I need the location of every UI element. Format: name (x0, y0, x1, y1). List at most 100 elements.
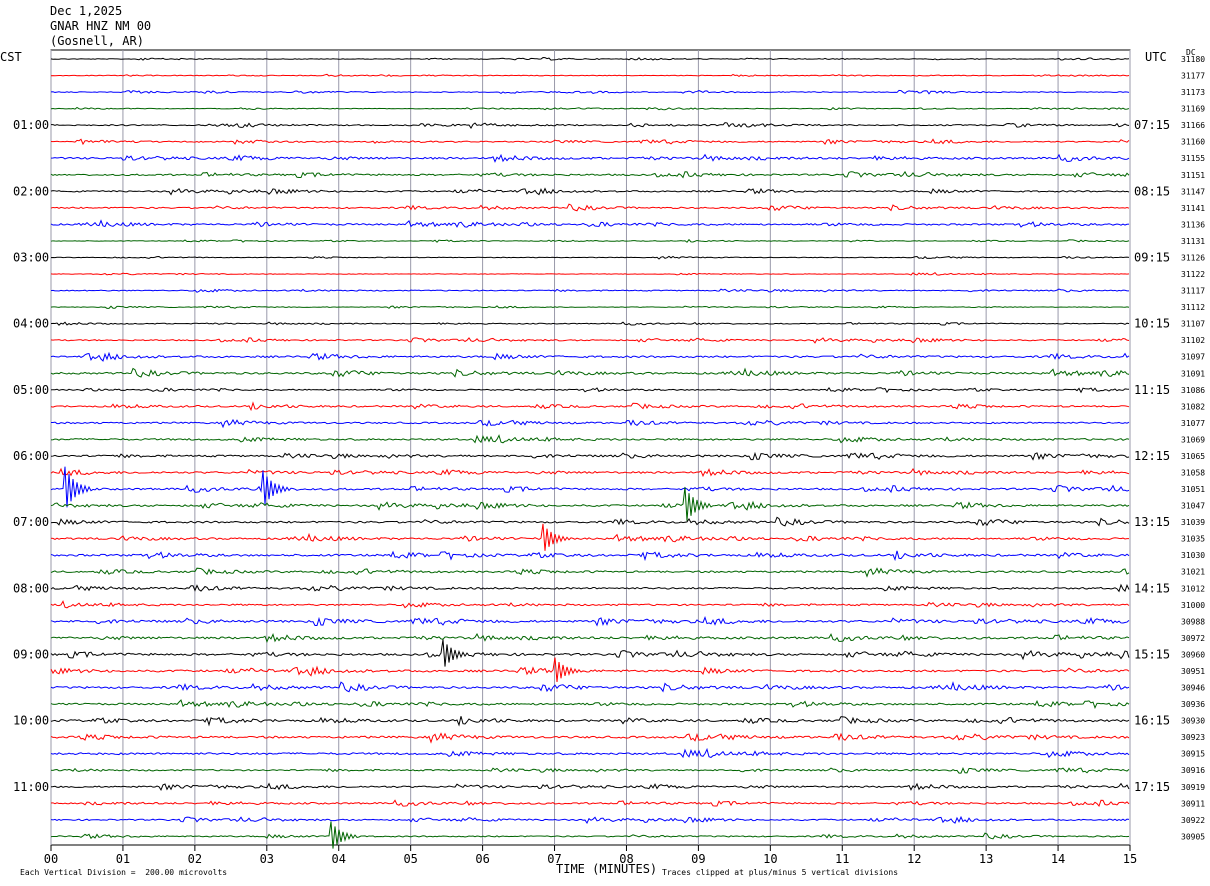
dc-offset-label: 30922 (1181, 816, 1205, 825)
trace-line (50, 600, 1130, 609)
plot-frame (50, 49, 1131, 846)
trace-line (50, 766, 1130, 774)
dc-offset-label: 31030 (1181, 551, 1205, 560)
trace-line (50, 153, 1130, 163)
x-tick-label: 14 (1051, 852, 1065, 866)
dc-column-label: DC (1186, 48, 1196, 57)
dc-offset-label: 31012 (1181, 584, 1205, 593)
x-tick-label: 05 (403, 852, 417, 866)
left-hour-label: 07:00 (13, 515, 49, 529)
dc-offset-label: 31102 (1181, 336, 1205, 345)
trace-line (50, 288, 1130, 293)
dc-offset-label: 30951 (1181, 667, 1205, 676)
dc-offset-label: 31147 (1181, 187, 1205, 196)
dc-offset-label: 31122 (1181, 270, 1205, 279)
dc-offset-label: 31177 (1181, 72, 1205, 81)
left-hour-label: 09:00 (13, 647, 49, 661)
dc-offset-label: 30915 (1181, 750, 1205, 759)
right-hour-label: 16:15 (1134, 714, 1170, 728)
right-hour-label: 11:15 (1134, 383, 1170, 397)
left-hour-label: 01:00 (13, 118, 49, 132)
x-tick-label: 00 (44, 852, 58, 866)
x-tick-label: 11 (835, 852, 849, 866)
right-hour-label: 12:15 (1134, 449, 1170, 463)
dc-offset-label: 31169 (1181, 105, 1205, 114)
dc-offset-label: 31180 (1181, 55, 1205, 64)
trace-line (50, 305, 1130, 309)
left-hour-label: 05:00 (13, 383, 49, 397)
trace-line (50, 467, 1130, 478)
dc-offset-label: 31021 (1181, 568, 1205, 577)
trace-line (50, 657, 1130, 682)
right-hour-label: 17:15 (1134, 780, 1170, 794)
trace-line (50, 219, 1130, 228)
left-hour-label: 08:00 (13, 581, 49, 595)
dc-offset-label: 30946 (1181, 684, 1205, 693)
dc-offset-label: 31039 (1181, 518, 1205, 527)
trace-line (50, 632, 1130, 644)
dc-offset-label: 31047 (1181, 502, 1205, 511)
x-tick-label: 08 (619, 852, 633, 866)
plot-date: Dec 1,2025 (50, 4, 123, 18)
right-hour-label: 15:15 (1134, 647, 1170, 661)
trace-line (50, 732, 1130, 744)
trace-line (50, 567, 1130, 578)
left-hour-label: 04:00 (13, 317, 49, 331)
left-hour-label: 02:00 (13, 184, 49, 198)
dc-offset-label: 30923 (1181, 733, 1205, 742)
trace-line (50, 337, 1130, 344)
trace-line (50, 255, 1130, 260)
x-tick-label: 06 (475, 852, 489, 866)
clip-note: Traces clipped at plus/minus 5 vertical … (662, 868, 899, 877)
x-tick-label: 07 (547, 852, 561, 866)
trace-line (50, 486, 1130, 521)
x-tick-label: 10 (763, 852, 777, 866)
dc-offset-label: 31097 (1181, 353, 1205, 362)
dc-offset-label: 31126 (1181, 253, 1205, 262)
dc-offset-label: 31065 (1181, 452, 1205, 461)
x-tick-label: 15 (1123, 852, 1137, 866)
trace-line (50, 616, 1130, 627)
x-tick-label: 04 (332, 852, 346, 866)
trace-line (50, 418, 1130, 429)
trace-line (50, 516, 1130, 527)
left-hour-label: 11:00 (13, 780, 49, 794)
trace-line (50, 699, 1130, 709)
right-hour-label: 14:15 (1134, 581, 1170, 595)
dc-offset-label: 31035 (1181, 535, 1205, 544)
trace-line (50, 73, 1130, 78)
dc-offset-label: 31058 (1181, 469, 1205, 478)
trace-line (50, 451, 1130, 461)
trace-line (50, 106, 1130, 111)
right-timezone-label: UTC (1145, 50, 1167, 64)
trace-line (50, 238, 1130, 243)
dc-offset-label: 31107 (1181, 320, 1205, 329)
trace-line (50, 639, 1130, 667)
left-hour-label: 06:00 (13, 449, 49, 463)
trace-line (50, 523, 1130, 551)
dc-offset-label: 31173 (1181, 88, 1205, 97)
trace-line (50, 799, 1130, 807)
dc-offset-label: 31151 (1181, 171, 1205, 180)
trace-line (50, 351, 1130, 362)
right-hour-label: 07:15 (1134, 118, 1170, 132)
dc-offset-label: 30911 (1181, 799, 1205, 808)
trace-line (50, 747, 1130, 759)
x-tick-label: 09 (691, 852, 705, 866)
dc-offset-label: 31117 (1181, 287, 1205, 296)
dc-offset-label: 30905 (1181, 832, 1205, 841)
trace-line (50, 821, 1130, 849)
trace-line (50, 187, 1130, 196)
dc-offset-label: 31000 (1181, 601, 1205, 610)
station-code: GNAR HNZ NM 00 (50, 19, 152, 33)
dc-offset-label: 31112 (1181, 303, 1205, 312)
x-tick-label: 03 (260, 852, 274, 866)
dc-offset-label: 31160 (1181, 138, 1205, 147)
x-axis-title: TIME (MINUTES) (556, 862, 658, 876)
trace-line (50, 401, 1130, 412)
trace-line (50, 138, 1130, 146)
dc-offset-label: 30919 (1181, 783, 1205, 792)
dc-offset-label: 31136 (1181, 220, 1205, 229)
trace-line (50, 321, 1130, 326)
